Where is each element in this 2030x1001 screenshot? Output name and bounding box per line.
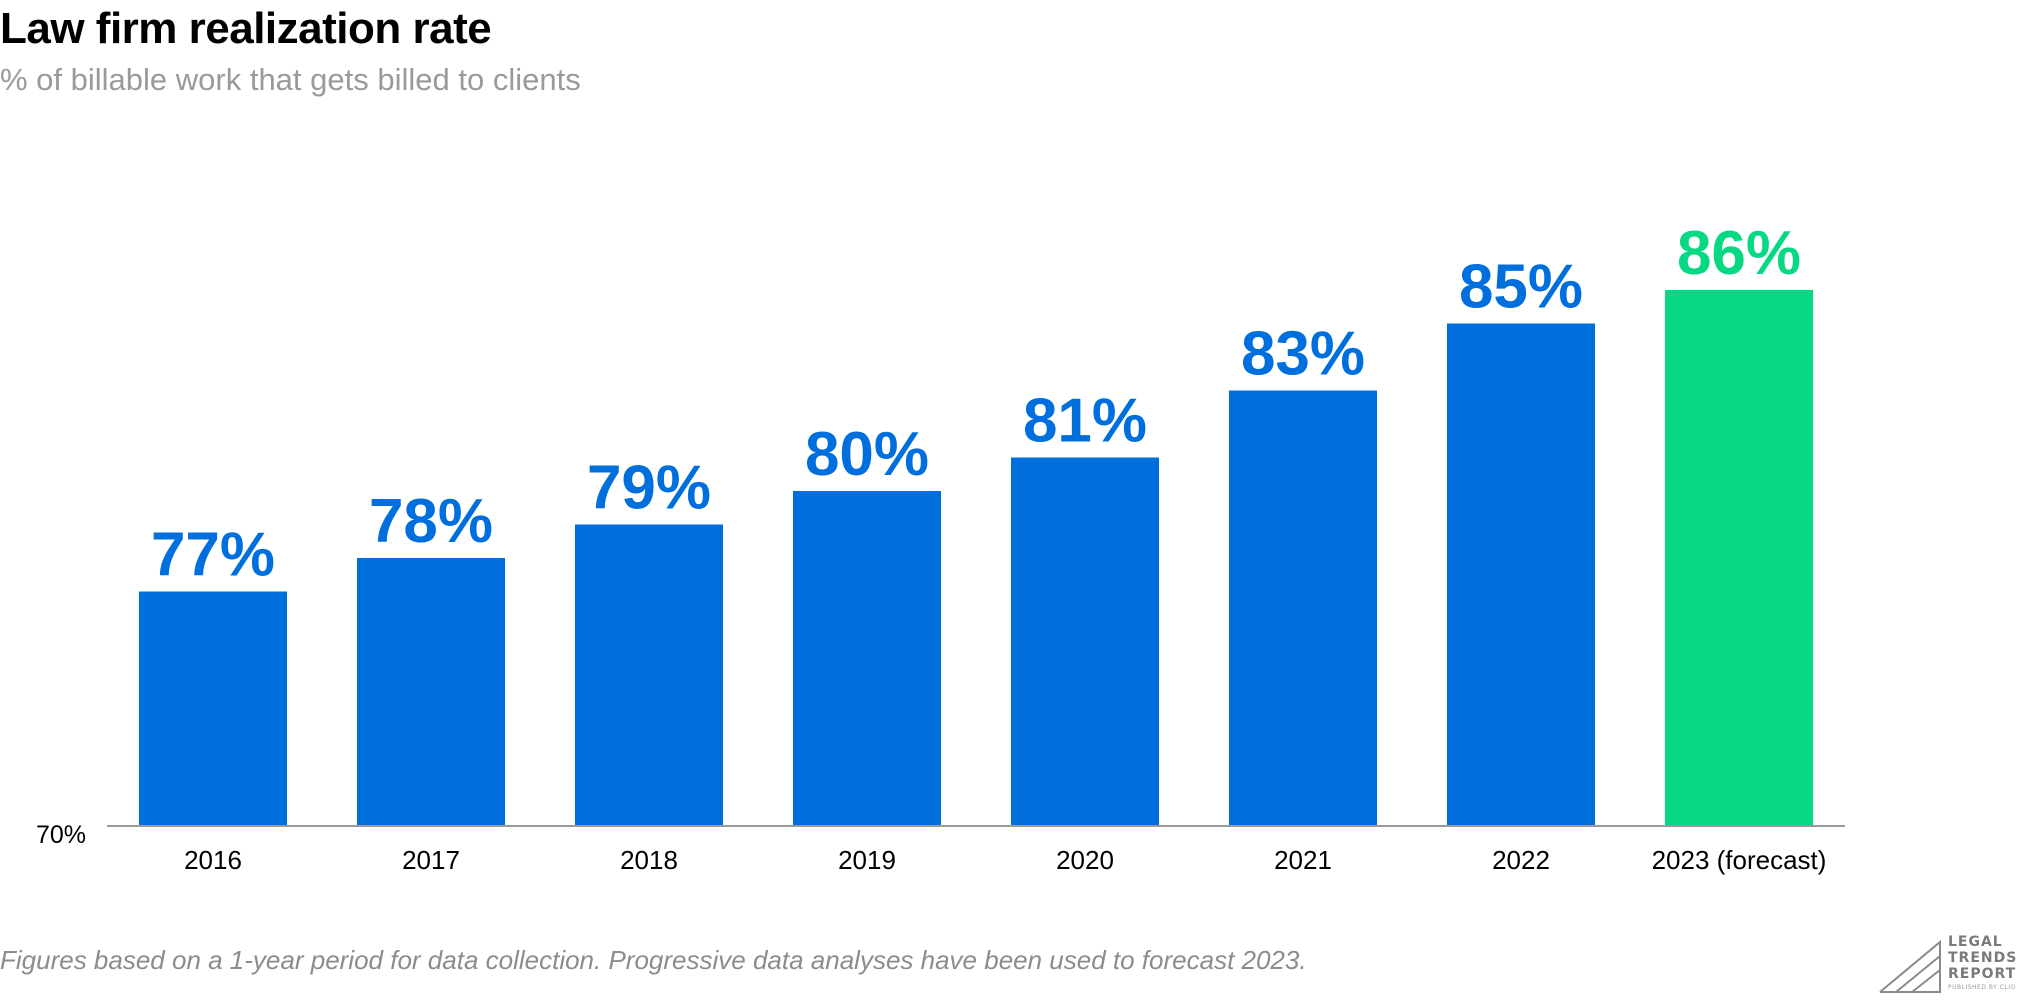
value-label: 81% xyxy=(1023,387,1147,456)
chart-subtitle: % of billable work that gets billed to c… xyxy=(0,62,581,97)
bar-chart: 70% 77% 2016 78% 2017 79% 2018 80% 2019 81% 2020 8… xyxy=(36,219,1845,875)
value-label: 83% xyxy=(1241,320,1365,389)
bar-2022 xyxy=(1447,323,1595,826)
value-label: 85% xyxy=(1459,253,1583,322)
logo-line-2: TRENDS xyxy=(1948,950,2018,966)
bar-2016 xyxy=(139,591,287,826)
chart-title: Law firm realization rate xyxy=(0,4,492,53)
legal-trends-report-logo: LEGAL TRENDS REPORT PUBLISHED BY CLIO xyxy=(1878,932,2028,1000)
x-tick-label: 2021 xyxy=(1274,845,1332,875)
x-tick-label: 2018 xyxy=(620,845,678,875)
bar-2021 xyxy=(1229,390,1377,826)
bar-2017 xyxy=(357,558,505,826)
value-label: 80% xyxy=(805,420,929,489)
value-label: 79% xyxy=(587,454,711,523)
logo-mark-icon xyxy=(1879,940,1941,993)
logo-published-by: PUBLISHED BY CLIO xyxy=(1948,984,2016,991)
value-label: 77% xyxy=(151,521,275,590)
x-tick-label: 2023 (forecast) xyxy=(1652,845,1827,875)
footnote: Figures based on a 1-year period for dat… xyxy=(0,945,1307,975)
logo-line-3: REPORT xyxy=(1948,966,2017,982)
x-tick-label: 2016 xyxy=(184,845,242,875)
x-tick-label: 2022 xyxy=(1492,845,1550,875)
x-tick-label: 2020 xyxy=(1056,845,1114,875)
value-label: 78% xyxy=(369,487,493,556)
logo-line-1: LEGAL xyxy=(1948,934,2003,950)
logo-text: LEGAL TRENDS REPORT xyxy=(1948,934,2017,982)
bar-2018 xyxy=(575,524,723,826)
x-tick-label: 2019 xyxy=(838,845,896,875)
bar-2020 xyxy=(1011,457,1159,826)
value-label: 86% xyxy=(1677,219,1801,288)
bar-2023-forecast- xyxy=(1665,290,1813,826)
bar-2019 xyxy=(793,491,941,826)
baseline-label: 70% xyxy=(36,821,86,849)
x-tick-label: 2017 xyxy=(402,845,460,875)
